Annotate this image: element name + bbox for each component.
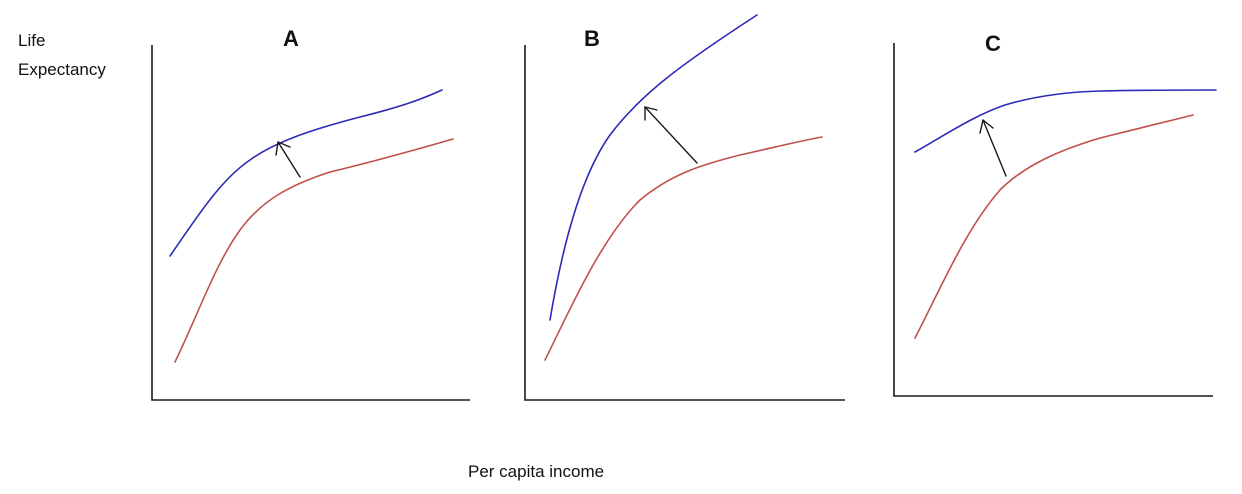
panel-a-shift-arrow — [275, 141, 301, 178]
panel-c-after-curve — [914, 89, 1217, 153]
panel-c: C — [893, 31, 1217, 397]
panel-b-before-curve — [544, 136, 823, 361]
panel-b-shift-arrow — [644, 106, 698, 164]
x-axis-label: Per capita income — [468, 462, 604, 481]
panel-a: A — [151, 26, 470, 401]
panel-b-after-curve — [549, 14, 758, 321]
panel-c-shift-arrow — [979, 119, 1007, 177]
panel-c-axes — [893, 43, 1213, 397]
panel-c-title: C — [985, 31, 1001, 56]
panel-b: B — [524, 14, 845, 401]
panel-a-title: A — [283, 26, 299, 51]
y-axis-label-line1: Life — [18, 31, 45, 50]
panel-b-title: B — [584, 26, 600, 51]
panel-a-before-curve — [174, 138, 454, 363]
panel-a-axes — [151, 45, 470, 401]
panel-b-axes — [524, 45, 845, 401]
panel-a-after-curve — [169, 89, 443, 257]
y-axis-label-line2: Expectancy — [18, 60, 106, 79]
panel-c-before-curve — [914, 114, 1194, 339]
